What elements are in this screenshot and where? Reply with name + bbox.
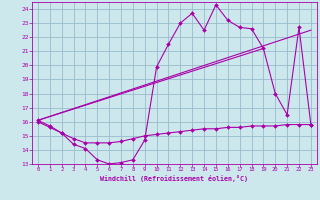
X-axis label: Windchill (Refroidissement éolien,°C): Windchill (Refroidissement éolien,°C) — [100, 175, 248, 182]
